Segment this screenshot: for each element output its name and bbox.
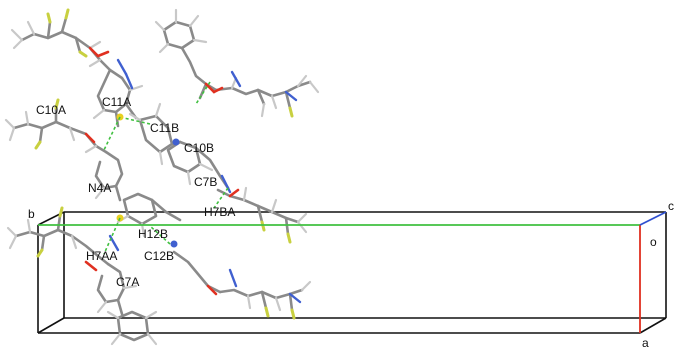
oxygen-bonds-middle — [84, 132, 96, 144]
axis-label-a: a — [642, 336, 649, 350]
hbond-line — [213, 187, 229, 209]
cell-edge — [639, 317, 667, 334]
hydrogen-bond-contacts — [103, 81, 229, 255]
molecule-g-bottom-h — [106, 280, 312, 346]
molecule-a-upper-h — [10, 20, 144, 120]
unit-cell-front — [38, 211, 667, 333]
fluorine-atoms-middle — [34, 98, 60, 150]
fluorine-atoms-lower — [36, 206, 64, 258]
axis-labels: b c o a — [28, 199, 674, 350]
oxygen-bonds-bottom — [206, 284, 218, 296]
molecule-e-right-chain-h — [242, 186, 308, 234]
fluorine-atoms-bottom — [264, 306, 296, 320]
unit-cell — [37, 211, 667, 334]
molecule-f-lower-left — [14, 214, 126, 316]
label-h7aa: H7AA — [86, 249, 117, 263]
atom-labels: C10A C11A C11B C10B N4A C7B H7BA H12B H7… — [36, 95, 235, 289]
axis-c-edge — [639, 211, 667, 226]
cell-edge — [37, 317, 65, 334]
label-n4a: N4A — [88, 181, 111, 195]
molecule-b-top-h — [154, 8, 320, 118]
nitrogen-bonds-lower — [108, 234, 120, 252]
hbond-line — [195, 81, 211, 105]
axis-label-c: c — [668, 199, 674, 213]
axis-label-origin: o — [650, 235, 657, 249]
nitrogen-bonds-bottom — [228, 268, 302, 304]
fluorine-atoms-top — [288, 106, 294, 118]
oxygen-bonds-upper — [88, 46, 110, 58]
molecule-c-middle-left-h — [4, 110, 106, 200]
nitrogen-bonds-top — [230, 70, 298, 102]
label-c11b: C11B — [150, 121, 179, 135]
molecules — [4, 8, 320, 346]
nitrogen-atom-c12b — [170, 240, 178, 248]
hbond-line — [103, 217, 121, 255]
nitrogen-bonds-upper — [116, 58, 134, 90]
label-h12b: H12B — [138, 227, 168, 241]
label-c10b: C10B — [184, 141, 214, 155]
fluorine-atoms-upper — [46, 8, 88, 58]
axis-label-b: b — [28, 207, 35, 221]
hbond-line — [123, 117, 151, 125]
nitrogen-bonds-right — [220, 174, 232, 194]
label-c12b: C12B — [144, 249, 174, 263]
label-c7a: C7A — [116, 275, 139, 289]
hbond-line — [103, 116, 121, 151]
fluorine-atoms-right — [260, 220, 292, 244]
label-c7b: C7B — [194, 175, 217, 189]
label-c11a: C11A — [102, 95, 131, 109]
molecule-g-bottom — [116, 250, 304, 342]
label-h7ba: H7BA — [204, 205, 235, 219]
oxygen-bonds-top — [204, 82, 224, 94]
molecule-c-middle-left — [12, 106, 124, 202]
oxygen-bonds-lower — [84, 260, 98, 272]
hbond-line — [149, 225, 171, 245]
label-c10a: C10A — [36, 103, 66, 117]
molecule-f-lower-left-h — [6, 218, 138, 314]
oxygen-bonds-right — [228, 188, 240, 198]
nitrogen-atom-c10b — [172, 138, 180, 146]
